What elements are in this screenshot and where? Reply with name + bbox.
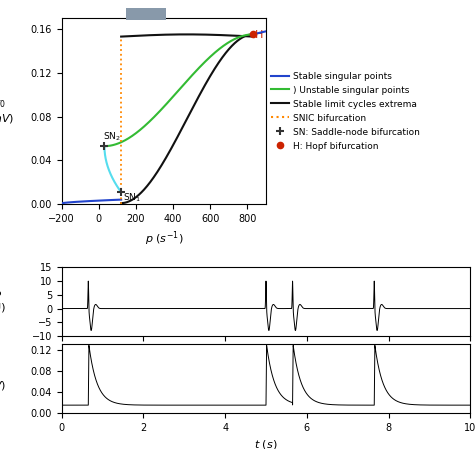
- X-axis label: $p$ $(s^{-1})$: $p$ $(s^{-1})$: [144, 229, 183, 248]
- Legend: Stable singular points, ) Unstable singular points, Stable limit cycles extrema,: Stable singular points, ) Unstable singu…: [271, 72, 420, 150]
- Text: SN$_1$: SN$_1$: [123, 192, 141, 204]
- Y-axis label: $y_0$
$(mV)$: $y_0$ $(mV)$: [0, 97, 14, 124]
- Text: SN$_2$: SN$_2$: [103, 131, 121, 143]
- X-axis label: $t$ $(s)$: $t$ $(s)$: [254, 438, 278, 449]
- Text: H: H: [255, 30, 264, 40]
- Y-axis label: LFP
(AU): LFP (AU): [0, 291, 5, 313]
- Y-axis label: $y_0$
$(mV)$: $y_0$ $(mV)$: [0, 365, 6, 392]
